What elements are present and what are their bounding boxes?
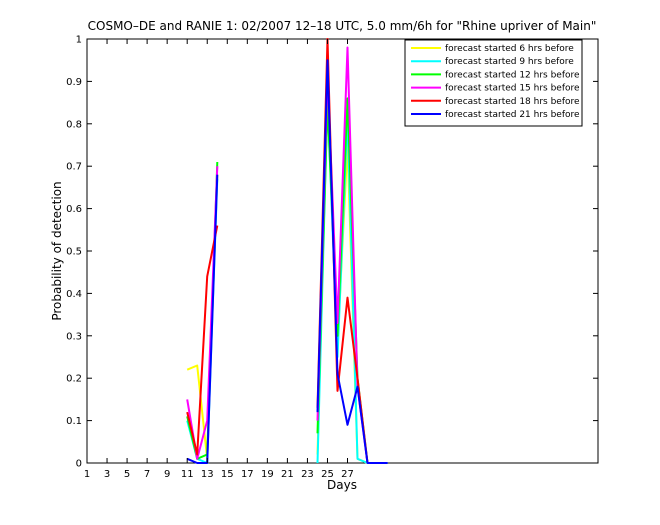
x-tick-label: 23: [301, 469, 314, 480]
legend-items: forecast started 6 hrs before forecast st…: [411, 44, 580, 120]
x-tick-label: 5: [124, 469, 130, 480]
y-tick-label: 0.8: [66, 119, 82, 130]
legend-label: forecast started 15 hrs before: [445, 84, 580, 94]
x-tick-label: 13: [201, 469, 214, 480]
series-line-6-segment-2: [316, 59, 388, 464]
x-tick-label: 15: [221, 469, 234, 480]
legend-label: forecast started 18 hrs before: [445, 97, 580, 107]
y-tick-label: 0: [76, 459, 82, 470]
y-tick-label: 0.6: [66, 204, 82, 215]
chart-title: COSMO–DE and RANIE 1: 02/2007 12–18 UTC,…: [88, 19, 597, 33]
y-tick-label: 1: [76, 35, 82, 46]
x-tick-label: 17: [241, 469, 254, 480]
y-tick-label: 0.7: [66, 162, 82, 173]
x-tick-label: 11: [181, 469, 194, 480]
legend-label: forecast started 21 hrs before: [445, 110, 580, 120]
y-tick-label: 0.3: [66, 331, 82, 342]
y-tick-label: 0.4: [66, 289, 82, 300]
x-tick-label: 25: [321, 469, 334, 480]
x-axis-title: Days: [327, 478, 357, 492]
series-layer: [186, 38, 388, 464]
series-line-6-segment-1: [186, 174, 219, 464]
y-axis-title: Probability of detection: [50, 181, 64, 320]
legend-label: forecast started 6 hrs before: [445, 44, 574, 54]
legend-label: forecast started 9 hrs before: [445, 57, 574, 67]
tick-layer: 1 3 5 7 9 11 13 15 17 19 21 23 25 2700.10.20.30.40.50…: [66, 35, 598, 480]
y-tick-label: 0.1: [66, 416, 82, 427]
x-tick-label: 27: [341, 469, 354, 480]
y-tick-label: 0.9: [66, 77, 82, 88]
y-tick-label: 0.2: [66, 374, 82, 385]
x-tick-label: 21: [281, 469, 294, 480]
x-tick-label: 3: [104, 469, 110, 480]
legend-box: [404, 39, 583, 127]
legend: forecast started 6 hrs before forecast st…: [404, 39, 583, 127]
x-tick-label: 1: [84, 469, 90, 480]
x-tick-label: 19: [261, 469, 274, 480]
series-line-5-segment-1: [186, 225, 219, 456]
y-tick-label: 0.5: [66, 247, 82, 258]
x-tick-label: 9: [164, 469, 170, 480]
x-tick-label: 7: [144, 469, 150, 480]
legend-label: forecast started 12 hrs before: [445, 70, 580, 80]
